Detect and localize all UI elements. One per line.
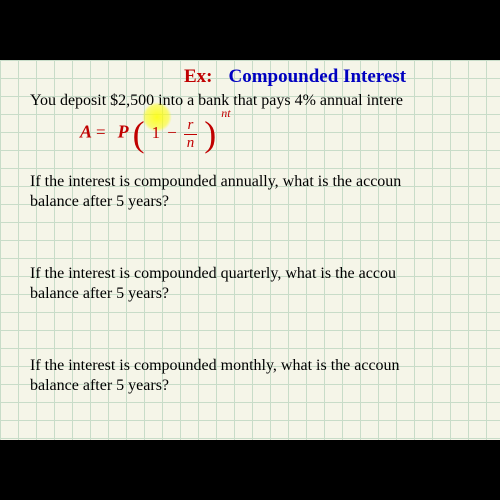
- q2-line1: If the interest is compounded quarterly,…: [30, 265, 396, 282]
- slide-content: Ex: Compounded Interest You deposit $2,5…: [0, 60, 500, 440]
- formula-row: A = P ( 1 − r n ) nt: [80, 112, 490, 160]
- question-annually: If the interest is compounded annually, …: [30, 172, 490, 212]
- q3-line2: balance after 5 years?: [30, 377, 169, 394]
- minus-sign: −: [167, 123, 177, 142]
- right-paren: ): [204, 116, 216, 152]
- equals-sign: =: [96, 123, 106, 142]
- var-A: A: [80, 122, 92, 142]
- q1-line1: If the interest is compounded annually, …: [30, 173, 401, 190]
- left-paren: (: [133, 116, 145, 152]
- paren-group: ( 1 − r n ): [133, 116, 217, 152]
- title-prefix: Ex:: [184, 66, 213, 87]
- q3-line1: If the interest is compounded monthly, w…: [30, 357, 400, 374]
- slide-title: Ex: Compounded Interest: [100, 66, 490, 88]
- title-text: Compounded Interest: [228, 66, 406, 87]
- slide-container: Ex: Compounded Interest You deposit $2,5…: [0, 60, 500, 440]
- question-monthly: If the interest is compounded monthly, w…: [30, 356, 490, 396]
- paren-inner: 1 − r n: [152, 118, 198, 151]
- var-P: P: [118, 122, 129, 142]
- compound-interest-formula: A = P ( 1 − r n ) nt: [80, 116, 230, 152]
- q2-line2: balance after 5 years?: [30, 285, 169, 302]
- num-one: 1: [152, 123, 161, 142]
- problem-statement: You deposit $2,500 into a bank that pays…: [30, 92, 490, 110]
- fraction-numerator: r: [184, 118, 198, 134]
- exponent-nt: nt: [221, 106, 230, 120]
- question-quarterly: If the interest is compounded quarterly,…: [30, 264, 490, 304]
- fraction-r-over-n: r n: [184, 118, 198, 151]
- q1-line2: balance after 5 years?: [30, 193, 169, 210]
- title-spacer: [216, 69, 224, 86]
- fraction-denominator: n: [184, 134, 198, 151]
